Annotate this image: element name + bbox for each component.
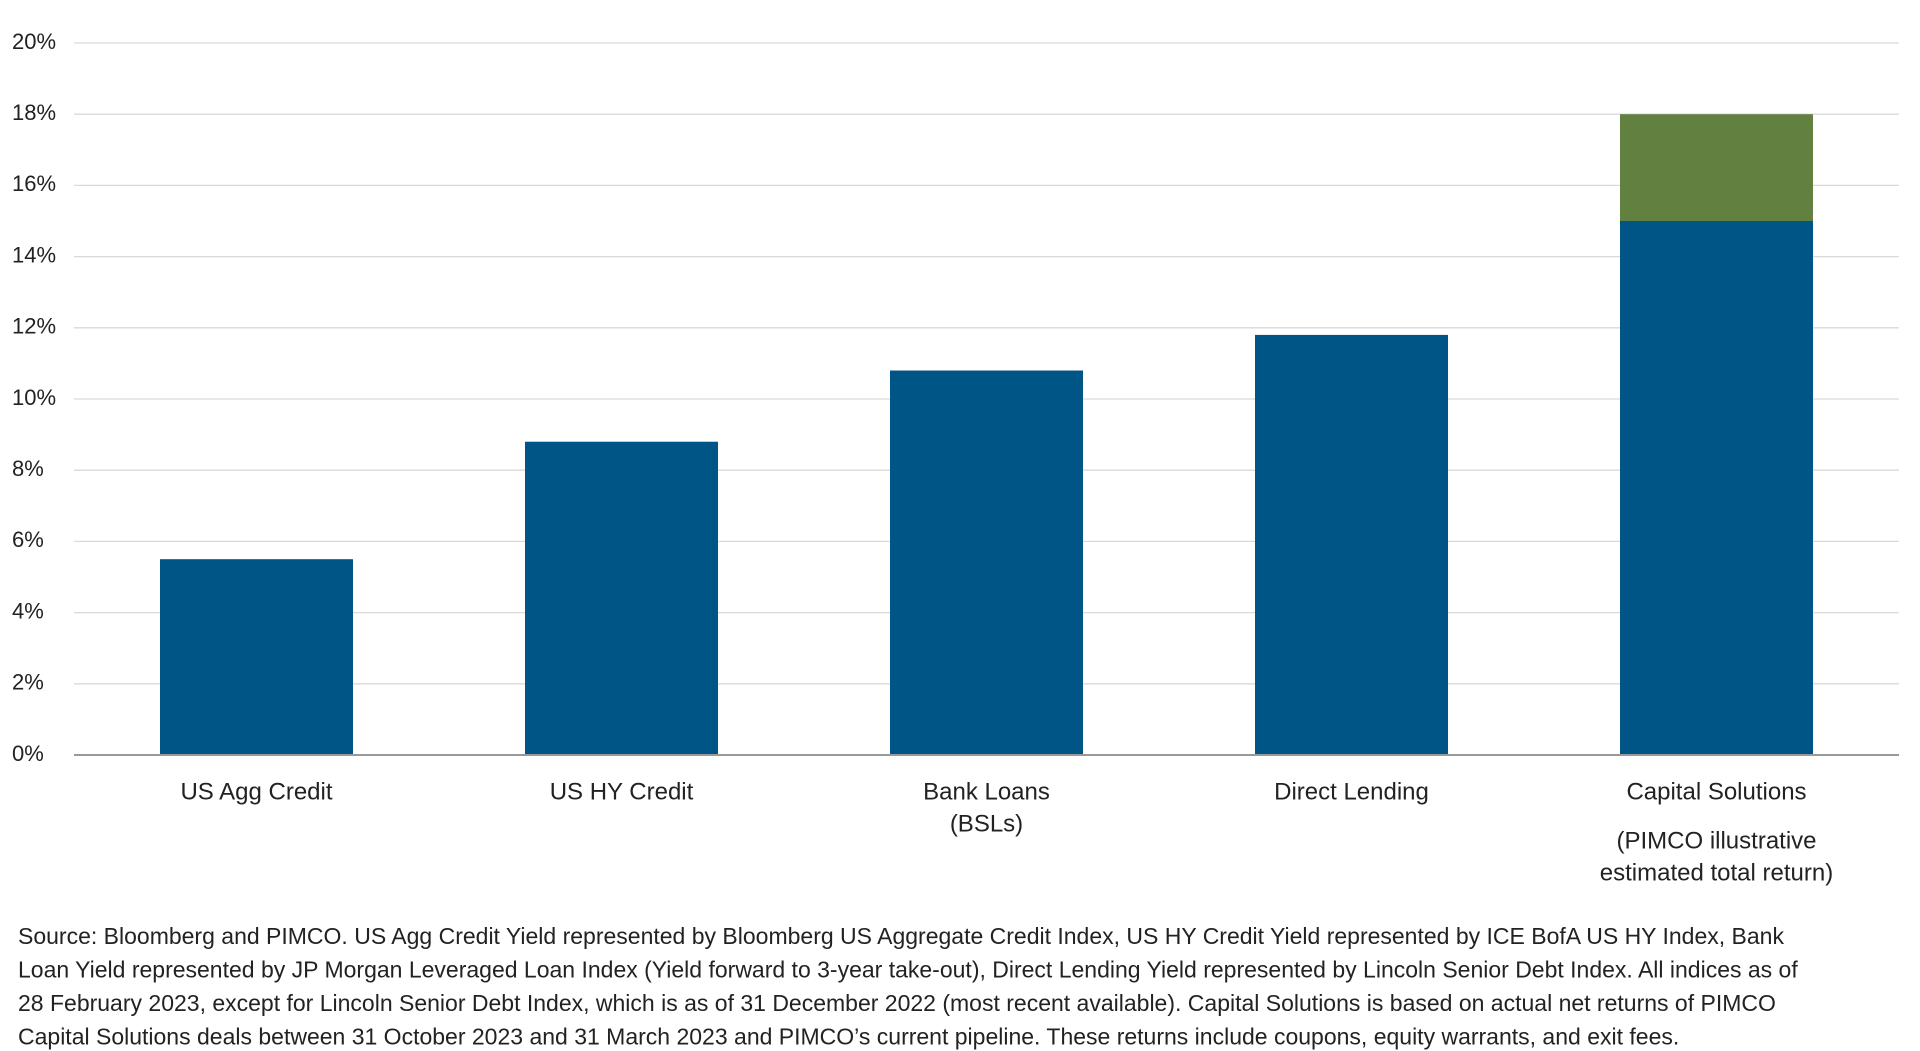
y-tick-label: 18% [12,100,56,125]
y-tick-label: 16% [12,171,56,196]
annotation: estimated total return) [1600,859,1833,886]
x-tick-label: US Agg Credit [180,778,332,805]
y-tick-label: 20% [12,29,56,54]
bar-segment [160,559,353,755]
y-tick-label: 10% [12,385,56,410]
annotation: (PIMCO illustrative [1616,827,1816,854]
bar-segment [890,370,1083,755]
bar-segment [525,441,718,755]
footnote: 28 February 2023, except for Lincoln Sen… [18,990,1776,1016]
bar-segment [1255,334,1448,755]
y-tick-label: 2% [12,670,44,695]
footnote: Capital Solutions deals between 31 Octob… [18,1024,1679,1050]
y-tick-label: 4% [12,598,44,623]
y-tick-label: 8% [12,456,44,481]
x-tick-label: Direct Lending [1274,778,1429,805]
y-tick-label: 6% [12,527,44,552]
x-tick-label: Bank Loans [923,778,1050,805]
x-tick-label: Capital Solutions [1626,778,1806,805]
bar-segment [1620,114,1813,221]
footnote: Loan Yield represented by JP Morgan Leve… [18,957,1798,983]
footnote: Source: Bloomberg and PIMCO. US Agg Cred… [18,923,1784,949]
bar-segment [1620,221,1813,755]
y-tick-label: 0% [12,741,44,766]
y-tick-label: 14% [12,242,56,267]
x-tick-label: US HY Credit [550,778,694,805]
x-tick-label: (BSLs) [950,810,1023,837]
y-tick-label: 12% [12,314,56,339]
